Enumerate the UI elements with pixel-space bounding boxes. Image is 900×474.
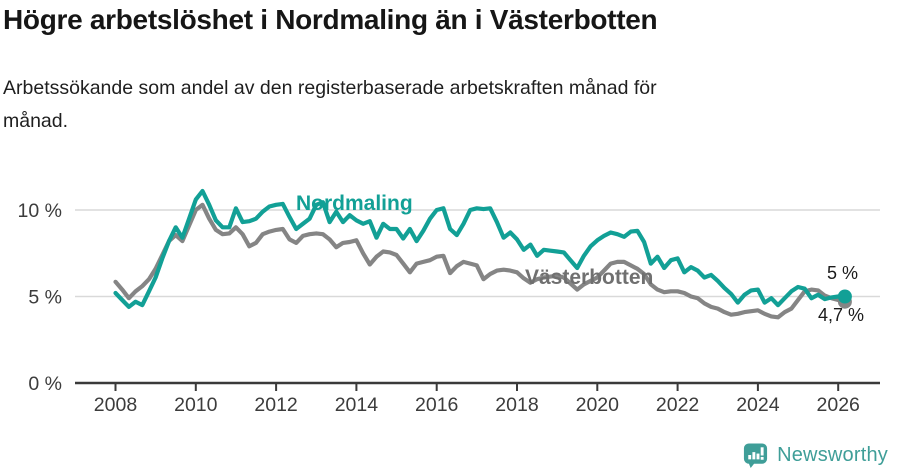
y-tick-label: 10 % <box>18 200 62 222</box>
x-tick-label: 2014 <box>335 394 379 416</box>
x-tick-label: 2010 <box>174 394 218 416</box>
end-value-label-vasterbotten: 4,7 % <box>818 305 865 325</box>
x-tick-label: 2020 <box>576 394 620 416</box>
x-tick-label: 2026 <box>817 394 860 416</box>
nordmaling-line <box>113 188 848 309</box>
nordmaling-end-dot <box>837 289 852 304</box>
subtitle-line-2: månad. <box>3 110 69 132</box>
newsworthy-logo-icon <box>744 443 768 469</box>
y-tick-label: 0 % <box>28 373 62 395</box>
page-title: Högre arbetslöshet i Nordmaling än i Väs… <box>3 4 658 35</box>
end-value-label-nordmaling: 5 % <box>827 263 859 283</box>
page-subtitle: Arbetssökande som andel av den registerb… <box>3 72 657 138</box>
subtitle-line-1: Arbetssökande som andel av den registerb… <box>3 77 657 99</box>
series-label-vasterbotten: Västerbotten <box>525 266 654 289</box>
newsworthy-wordmark: Newsworthy <box>777 444 888 466</box>
x-tick-label: 2016 <box>415 394 458 416</box>
series-label-nordmaling: Nordmaling <box>296 192 413 215</box>
x-tick-label: 2012 <box>254 394 297 416</box>
x-tick-label: 2008 <box>94 394 137 416</box>
x-tick-label: 2024 <box>736 394 780 416</box>
newsworthy-branding[interactable]: Newsworthy <box>742 442 888 469</box>
vasterbotten-line <box>113 202 848 320</box>
x-tick-label: 2022 <box>656 394 699 416</box>
y-tick-label: 5 % <box>28 287 62 309</box>
x-tick-label: 2018 <box>495 394 538 416</box>
